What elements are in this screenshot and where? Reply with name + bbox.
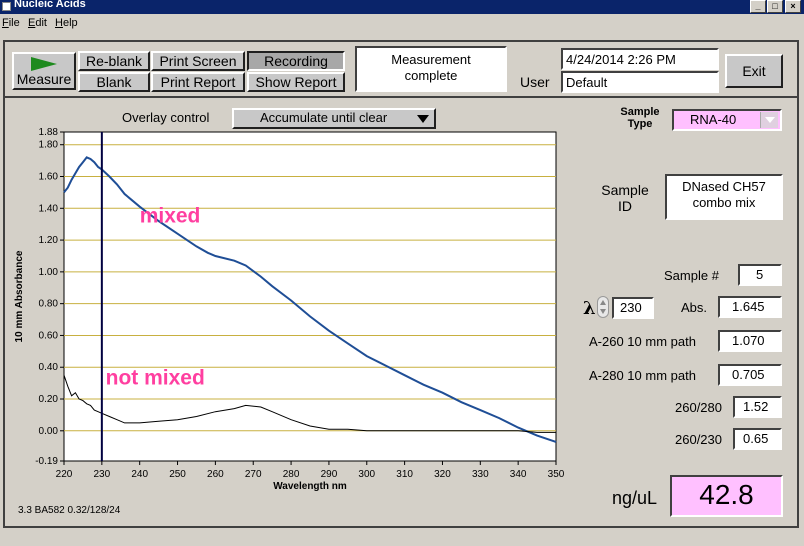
user-field[interactable]: Default [561,71,719,93]
x-tick-label: 250 [169,469,186,480]
measure-button[interactable]: Measure [12,52,76,90]
x-tick-label: 270 [245,469,262,480]
lambda-symbol: λ [583,298,596,319]
x-tick-label: 220 [56,469,73,480]
plot-area [63,131,557,462]
x-tick-label: 280 [283,469,300,480]
y-tick-label: 0.20 [39,394,59,405]
y-tick-label: -0.19 [35,456,58,467]
absorbance-chart: -0.19 0.00 0.20 0.40 0.60 0.80 1.00 1.20 1.40 1.6… [14,127,565,492]
sample-id-field[interactable]: DNased CH57 combo mix [665,174,783,220]
x-tick-label: 260 [207,469,224,480]
concentration-label: ng/uL [612,488,658,508]
series-line-2 [63,375,556,433]
ratio-260-230-label: 260/230 [675,432,722,447]
x-tick-label: 320 [434,469,451,480]
ratio-260-280-label: 260/280 [675,400,722,415]
series-line-1 [63,156,557,443]
annotation-not-mixed: not mixed [106,367,205,390]
x-axis-label: Wavelength nm [273,481,347,492]
reblank-button[interactable]: Re-blank [78,51,150,71]
minimize-button[interactable]: _ [750,0,766,13]
menu-bar: File Edit Help [0,14,804,32]
a260-label: A-260 10 mm path [589,334,696,349]
x-tick-label: 290 [321,469,338,480]
x-tick-label: 310 [396,469,413,480]
x-tick-label: 340 [510,469,527,480]
x-tick-label: 330 [472,469,489,480]
ratio-260-230-value: 0.65 [733,428,782,450]
ratio-260-280-value: 1.52 [733,396,782,418]
sample-number-label: Sample # [664,268,719,283]
menu-edit[interactable]: Edit [28,17,47,29]
y-tick-label: 1.20 [39,235,59,246]
up-down-arrows-icon [600,300,606,314]
datetime-display: 4/24/2014 2:26 PM [561,48,719,70]
footer-strip [0,532,804,546]
y-tick-label: 1.40 [39,203,59,214]
y-tick-label: 0.80 [39,299,59,310]
sample-type-select[interactable]: RNA-40 [672,109,782,131]
menu-file[interactable]: File [2,17,20,29]
abs-label: Abs. [681,300,708,315]
y-tick-label: 1.80 [39,140,59,151]
close-window-button[interactable]: × [785,0,801,13]
app-icon [2,2,11,11]
menu-help[interactable]: Help [55,17,78,29]
lambda-stepper[interactable] [597,296,609,318]
a280-value: 0.705 [718,364,782,386]
overlay-control-dropdown[interactable]: Accumulate until clear [232,108,436,129]
y-axis-label: 10 mm Absorbance [14,250,25,342]
abs-value: 1.645 [718,296,782,318]
x-tick-label: 230 [94,469,111,480]
user-label: User [520,74,550,90]
sample-id-label: Sample ID [601,182,649,214]
x-tick-label: 350 [548,469,565,480]
show-report-button[interactable]: Show Report [247,72,345,92]
window-title: Nucleic Acids [14,0,86,10]
sample-type-arrow[interactable] [760,112,778,128]
a260-value: 1.070 [718,330,782,352]
x-tick-label: 240 [131,469,148,480]
y-tick-label: 0.40 [39,362,59,373]
annotation-mixed: mixed [140,205,201,228]
overlay-control-label: Overlay control [122,110,210,125]
lambda-field[interactable]: 230 [612,297,654,319]
sample-type-label: Sample Type [620,106,660,130]
toolbar-divider [5,96,797,98]
print-report-button[interactable]: Print Report [151,72,245,92]
status-message: Measurement complete [355,46,507,92]
concentration-value: 42.8 [670,475,783,517]
exit-button[interactable]: Exit [725,54,783,88]
measure-label: Measure [16,71,72,87]
y-tick-label: 1.00 [39,267,59,278]
y-tick-label: 1.88 [39,127,59,138]
recording-button[interactable]: Recording [247,51,345,71]
y-tick-label: 0.00 [39,426,59,437]
chevron-down-icon [417,115,429,123]
play-arrow-icon [31,57,57,71]
blank-button[interactable]: Blank [78,72,150,92]
chevron-down-icon [765,117,775,123]
y-tick-label: 0.60 [39,330,59,341]
print-screen-button[interactable]: Print Screen [151,51,245,71]
x-tick-label: 300 [358,469,375,480]
y-tick-label: 1.60 [39,172,59,183]
sample-number-field[interactable]: 5 [738,264,782,286]
sample-type-value: RNA-40 [690,112,737,127]
title-bar: Nucleic Acids _ □ × [0,0,804,14]
overlay-control-value: Accumulate until clear [260,110,388,125]
maximize-button[interactable]: □ [767,0,783,13]
a280-label: A-280 10 mm path [589,368,696,383]
status-line: 3.3 BA582 0.32/128/24 [18,505,121,516]
